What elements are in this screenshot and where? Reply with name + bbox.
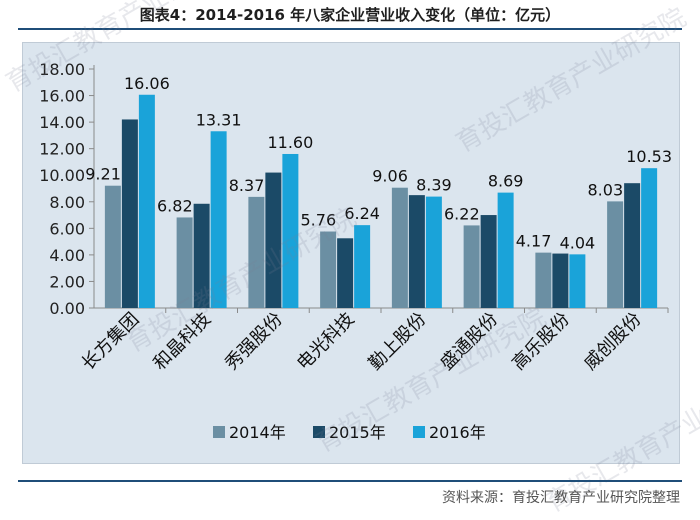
x-tick-label: 盛通股份 bbox=[436, 309, 502, 375]
data-label: 6.22 bbox=[444, 204, 480, 223]
data-label: 8.37 bbox=[229, 176, 265, 195]
legend-swatch bbox=[213, 426, 225, 438]
x-tick-label: 高乐股份 bbox=[508, 309, 574, 375]
bar bbox=[320, 231, 337, 308]
data-label: 10.53 bbox=[626, 147, 672, 166]
footer-divider bbox=[18, 480, 682, 482]
data-label: 4.04 bbox=[560, 233, 596, 252]
bar bbox=[552, 253, 569, 308]
x-tick-label: 秀强股份 bbox=[221, 309, 287, 375]
bar bbox=[138, 94, 155, 309]
bar bbox=[497, 192, 514, 308]
bar bbox=[282, 153, 299, 308]
data-label: 11.60 bbox=[267, 133, 313, 152]
y-tick-label: 8.00 bbox=[49, 193, 85, 212]
bar bbox=[641, 168, 658, 308]
data-label: 6.82 bbox=[157, 196, 193, 215]
source-note: 资料来源：育投汇教育产业研究院整理 bbox=[442, 490, 680, 506]
bar bbox=[337, 238, 354, 308]
bar bbox=[408, 195, 425, 308]
x-tick-label: 电光科技 bbox=[293, 309, 359, 375]
chart-area: 0.00 2.00 4.00 6.00 8.00 10.00 12.00 14.00 16.00… bbox=[22, 42, 680, 464]
data-label: 8.03 bbox=[588, 180, 624, 199]
bar bbox=[624, 183, 641, 308]
y-tick-label: 12.00 bbox=[39, 140, 85, 159]
bar bbox=[193, 203, 210, 308]
bar-chart: 0.00 2.00 4.00 6.00 8.00 10.00 12.00 14.00 16.00… bbox=[39, 60, 672, 442]
bar bbox=[354, 225, 371, 308]
data-label: 16.06 bbox=[124, 74, 170, 93]
legend-label: 2015年 bbox=[329, 423, 386, 442]
legend-swatch bbox=[413, 426, 425, 438]
y-tick-label: 2.00 bbox=[49, 272, 85, 291]
y-tick-label: 6.00 bbox=[49, 219, 85, 238]
x-tick-label: 和晶科技 bbox=[149, 309, 215, 375]
data-label: 9.06 bbox=[372, 167, 408, 186]
x-tick-label: 长方集团 bbox=[78, 309, 144, 375]
legend-label: 2016年 bbox=[429, 423, 486, 442]
chart-title: 图表4：2014-2016 年八家企业营业收入变化（单位：亿元） bbox=[139, 6, 561, 24]
data-label: 4.17 bbox=[516, 232, 552, 251]
data-label: 9.21 bbox=[85, 165, 121, 184]
data-label: 13.31 bbox=[196, 110, 242, 129]
y-tick-label: 14.00 bbox=[39, 113, 85, 132]
bar bbox=[210, 131, 227, 308]
bar bbox=[104, 185, 121, 308]
data-label: 6.24 bbox=[344, 204, 380, 223]
legend-label: 2014年 bbox=[229, 423, 286, 442]
x-tick-label: 勤上股份 bbox=[365, 309, 431, 375]
bar bbox=[463, 225, 480, 308]
y-tick-label: 16.00 bbox=[39, 87, 85, 106]
legend-swatch bbox=[313, 426, 325, 438]
bar bbox=[480, 215, 497, 308]
data-label: 8.39 bbox=[416, 176, 452, 195]
bar bbox=[176, 217, 193, 308]
bar bbox=[425, 196, 442, 308]
data-label: 8.69 bbox=[488, 172, 524, 191]
x-tick-label: 威创股份 bbox=[580, 309, 646, 375]
y-tick-label: 10.00 bbox=[39, 166, 85, 185]
bar bbox=[535, 252, 552, 308]
data-label: 5.76 bbox=[301, 211, 337, 230]
y-tick-label: 4.00 bbox=[49, 246, 85, 265]
bar bbox=[265, 172, 282, 308]
bar bbox=[607, 201, 624, 308]
bar bbox=[391, 187, 408, 308]
y-tick-label: 0.00 bbox=[49, 299, 85, 318]
bar bbox=[121, 119, 138, 308]
y-tick-label: 18.00 bbox=[39, 60, 85, 79]
title-divider bbox=[18, 28, 682, 30]
bar bbox=[569, 254, 586, 308]
bar bbox=[248, 196, 265, 308]
